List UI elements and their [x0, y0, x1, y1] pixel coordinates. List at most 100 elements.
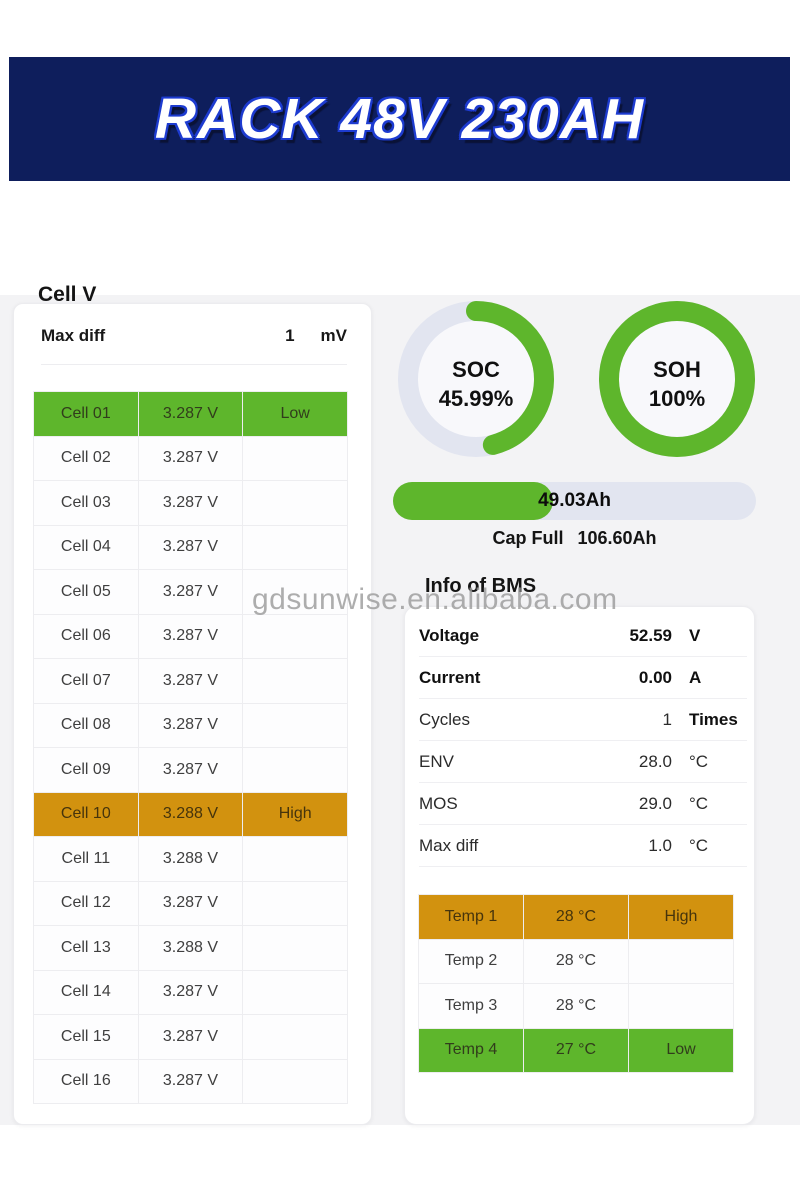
- bms-row-unit: A: [689, 667, 702, 687]
- cell-row: Cell 16 3.287 V: [34, 1059, 348, 1104]
- bms-row-label: Current: [419, 667, 481, 687]
- bms-row-value: 0.00: [638, 667, 672, 687]
- bms-info-row: Cycles 1 Times: [419, 699, 747, 741]
- cell-status: [243, 525, 348, 570]
- cell-name: Cell 15: [34, 1015, 139, 1060]
- cell-name: Cell 01: [34, 392, 139, 437]
- temp-name: Temp 3: [419, 984, 524, 1029]
- bms-row-value: 1: [662, 709, 672, 729]
- cell-row: Cell 04 3.287 V: [34, 525, 348, 570]
- bms-row-unit: Times: [689, 709, 738, 729]
- soc-gauge-text: SOC 45.99%: [397, 300, 555, 458]
- cell-name: Cell 09: [34, 748, 139, 793]
- soh-ring-icon: [599, 301, 755, 457]
- cell-row: Cell 08 3.287 V: [34, 703, 348, 748]
- cell-status: [243, 1059, 348, 1104]
- bms-row-unit: °C: [689, 835, 709, 855]
- divider: [41, 364, 347, 365]
- max-diff-value: 1: [285, 326, 295, 345]
- max-diff-unit: mV: [320, 326, 347, 345]
- temp-name: Temp 4: [419, 1028, 524, 1073]
- bms-row-label: Max diff: [419, 835, 479, 855]
- cell-voltage: 3.287 V: [138, 659, 244, 704]
- soh-label: SOH: [653, 356, 701, 382]
- cell-status: [243, 1015, 348, 1060]
- cell-voltage: 3.287 V: [138, 1059, 244, 1104]
- cell-row: Cell 02 3.287 V: [34, 436, 348, 481]
- cell-row: Cell 05 3.287 V: [34, 570, 348, 615]
- soh-gauge-text: SOH 100%: [598, 300, 756, 458]
- temp-status: Low: [629, 1028, 734, 1073]
- cell-name: Cell 08: [34, 703, 139, 748]
- cell-status: [243, 436, 348, 481]
- capacity-bar: 49.03Ah: [393, 482, 756, 520]
- cell-status: [243, 614, 348, 659]
- bms-row-value: 29.0: [638, 793, 672, 813]
- temp-name: Temp 2: [419, 939, 524, 984]
- temp-row: Temp 2 28 °C: [419, 939, 734, 984]
- soc-label: SOC: [452, 356, 500, 382]
- cell-voltage: 3.288 V: [138, 926, 244, 971]
- cell-status: [243, 570, 348, 615]
- soh-gauge: SOH 100%: [598, 300, 756, 458]
- cell-voltage: 3.287 V: [138, 970, 244, 1015]
- bms-row-unit: V: [689, 625, 701, 645]
- cell-voltage: 3.287 V: [138, 614, 244, 659]
- temp-row: Temp 4 27 °C Low: [419, 1028, 734, 1073]
- bms-row-unit: °C: [689, 751, 709, 771]
- cell-voltage: 3.288 V: [138, 837, 244, 882]
- temp-value: 28 °C: [524, 984, 629, 1029]
- bms-section-title: Info of BMS: [425, 575, 537, 597]
- cell-status: [243, 748, 348, 793]
- bms-row-label: MOS: [419, 793, 458, 813]
- cell-row: Cell 14 3.287 V: [34, 970, 348, 1015]
- cell-row: Cell 13 3.288 V: [34, 926, 348, 971]
- cell-name: Cell 16: [34, 1059, 139, 1104]
- bms-info-row: Max diff 1.0 °C: [419, 825, 747, 867]
- cell-name: Cell 05: [34, 570, 139, 615]
- temperature-table: Temp 1 28 °C High Temp 2 28 °C Temp 3 28…: [418, 894, 734, 1073]
- cap-full-row: Cap Full 106.60Ah: [393, 528, 756, 549]
- bms-row-value: 52.59: [629, 625, 672, 645]
- max-diff-label: Max diff: [41, 326, 106, 345]
- cell-name: Cell 02: [34, 436, 139, 481]
- cell-row: Cell 03 3.287 V: [34, 481, 348, 526]
- bms-row-value: 1.0: [648, 835, 672, 855]
- cell-voltage: 3.287 V: [138, 881, 244, 926]
- temp-name: Temp 1: [419, 895, 524, 940]
- cell-voltage: 3.287 V: [138, 525, 244, 570]
- cell-voltage: 3.287 V: [138, 436, 244, 481]
- bms-row-label: Cycles: [419, 709, 471, 729]
- temp-status: [629, 939, 734, 984]
- temp-row: Temp 3 28 °C: [419, 984, 734, 1029]
- cell-row: Cell 07 3.287 V: [34, 659, 348, 704]
- cell-voltage: 3.287 V: [138, 392, 244, 437]
- banner-title: RACK 48V 230AH: [154, 87, 645, 151]
- bms-info-row: MOS 29.0 °C: [419, 783, 747, 825]
- soh-value: 100%: [648, 385, 706, 411]
- cell-name: Cell 07: [34, 659, 139, 704]
- cell-status: Low: [243, 392, 348, 437]
- soc-value: 45.99%: [438, 385, 514, 411]
- cell-row: Cell 01 3.287 V Low: [34, 392, 348, 437]
- bms-info-row: Voltage 52.59 V: [419, 615, 747, 657]
- cell-row: Cell 10 3.288 V High: [34, 792, 348, 837]
- cell-status: [243, 881, 348, 926]
- cell-row: Cell 06 3.287 V: [34, 614, 348, 659]
- cell-name: Cell 10: [34, 792, 139, 837]
- temp-status: [629, 984, 734, 1029]
- bms-info-rows: Voltage 52.59 V Current 0.00 A Cycles 1 …: [419, 615, 747, 867]
- max-diff-row: Max diff 1 mV: [41, 326, 347, 346]
- soc-gauge: SOC 45.99%: [397, 300, 555, 458]
- bms-row-unit: °C: [689, 793, 709, 813]
- temp-value: 28 °C: [524, 939, 629, 984]
- cap-full-label: Cap Full: [492, 528, 564, 548]
- cell-name: Cell 13: [34, 926, 139, 971]
- cell-row: Cell 09 3.287 V: [34, 748, 348, 793]
- bms-info-row: ENV 28.0 °C: [419, 741, 747, 783]
- cell-status: [243, 703, 348, 748]
- cell-name: Cell 06: [34, 614, 139, 659]
- temp-value: 27 °C: [524, 1028, 629, 1073]
- cell-voltage: 3.287 V: [138, 570, 244, 615]
